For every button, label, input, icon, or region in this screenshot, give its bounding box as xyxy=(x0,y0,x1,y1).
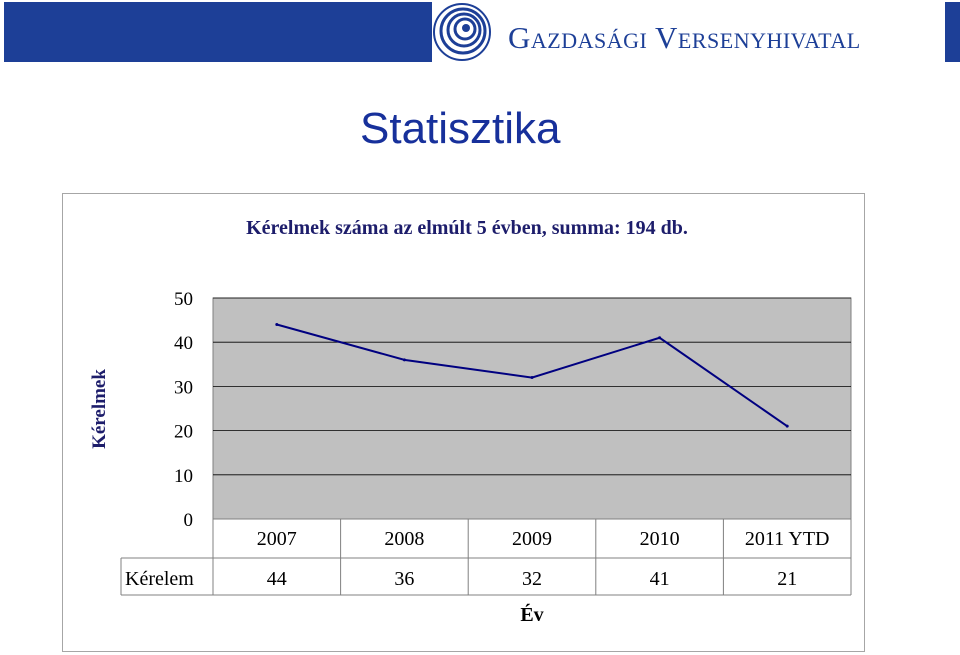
y-tick-label: 40 xyxy=(174,333,193,354)
data-table-value: 41 xyxy=(650,568,670,590)
x-axis-label: Év xyxy=(520,603,543,626)
x-tick-label: 2008 xyxy=(384,528,424,550)
data-table-value: 44 xyxy=(267,568,287,590)
x-tick-label: 2010 xyxy=(640,528,680,550)
legend-entry: Kérelem xyxy=(125,568,194,590)
y-tick-label: 30 xyxy=(174,377,193,398)
data-table-value: 32 xyxy=(522,568,542,590)
data-point xyxy=(402,358,406,362)
chart-frame: Kérelmek száma az elmúlt 5 évben, summa:… xyxy=(62,193,865,652)
slide-title: Statisztika xyxy=(360,104,561,153)
organization-name: Gazdasági Versenyhivatal xyxy=(508,20,861,55)
x-tick-label: 2011 YTD xyxy=(745,528,830,550)
data-point xyxy=(530,376,534,380)
chart-title: Kérelmek száma az elmúlt 5 évben, summa:… xyxy=(246,217,688,239)
y-axis-label: Kérelmek xyxy=(89,369,110,449)
y-tick-label: 10 xyxy=(174,466,193,487)
spiral-logo-icon xyxy=(433,3,491,61)
header-bar: Gazdasági Versenyhivatal xyxy=(0,0,960,66)
y-tick-label: 50 xyxy=(174,289,193,310)
x-tick-label: 2007 xyxy=(257,528,297,550)
header-band-left xyxy=(4,2,432,62)
x-tick-label: 2009 xyxy=(512,528,552,550)
plot-area xyxy=(212,297,852,520)
data-table-value: 36 xyxy=(394,568,414,590)
y-tick-label: 0 xyxy=(184,510,194,531)
data-point xyxy=(785,424,789,428)
line-chart: Kérelmek száma az elmúlt 5 évben, summa:… xyxy=(89,217,852,626)
data-point xyxy=(275,323,279,327)
data-table-value: 21 xyxy=(777,568,797,590)
header-band-right xyxy=(945,2,960,62)
data-point xyxy=(658,336,662,340)
y-tick-label: 20 xyxy=(174,422,193,443)
